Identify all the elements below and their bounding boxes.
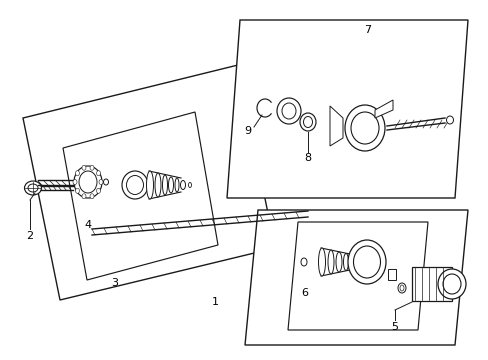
Text: 3: 3 — [111, 278, 118, 288]
Ellipse shape — [446, 116, 452, 124]
Polygon shape — [226, 20, 467, 198]
Ellipse shape — [155, 173, 161, 197]
Ellipse shape — [168, 177, 173, 193]
Ellipse shape — [75, 171, 80, 176]
Ellipse shape — [188, 183, 191, 188]
Text: 2: 2 — [26, 231, 34, 241]
Ellipse shape — [399, 285, 403, 291]
Bar — [411, 267, 451, 301]
Ellipse shape — [122, 171, 148, 199]
Ellipse shape — [175, 178, 179, 192]
Polygon shape — [329, 106, 342, 146]
Ellipse shape — [345, 105, 384, 151]
Ellipse shape — [303, 117, 312, 127]
Ellipse shape — [75, 188, 80, 193]
Polygon shape — [63, 112, 218, 280]
Polygon shape — [387, 269, 395, 280]
Ellipse shape — [82, 194, 86, 199]
Ellipse shape — [73, 180, 77, 184]
Text: 8: 8 — [304, 153, 311, 163]
Ellipse shape — [350, 112, 378, 144]
Text: 1: 1 — [211, 297, 218, 307]
Ellipse shape — [437, 269, 465, 299]
Text: 7: 7 — [364, 25, 371, 35]
Ellipse shape — [90, 165, 94, 170]
Polygon shape — [23, 65, 274, 300]
Text: 9: 9 — [244, 126, 251, 136]
Ellipse shape — [146, 171, 153, 199]
Ellipse shape — [103, 179, 108, 185]
Ellipse shape — [96, 171, 101, 176]
Ellipse shape — [353, 246, 380, 278]
Polygon shape — [374, 100, 392, 118]
Ellipse shape — [442, 274, 460, 294]
Ellipse shape — [96, 188, 101, 193]
Ellipse shape — [301, 258, 306, 266]
Ellipse shape — [162, 175, 167, 195]
Ellipse shape — [99, 180, 103, 184]
Ellipse shape — [276, 98, 301, 124]
Ellipse shape — [126, 175, 143, 194]
Text: 5: 5 — [391, 322, 398, 332]
Ellipse shape — [318, 248, 325, 276]
Ellipse shape — [299, 113, 315, 131]
Ellipse shape — [180, 180, 185, 189]
Ellipse shape — [79, 171, 97, 193]
Ellipse shape — [24, 181, 41, 195]
Polygon shape — [244, 210, 467, 345]
Text: 6: 6 — [301, 288, 308, 298]
Ellipse shape — [343, 253, 348, 270]
Ellipse shape — [28, 184, 38, 192]
Polygon shape — [287, 222, 427, 330]
Ellipse shape — [397, 283, 405, 293]
Ellipse shape — [335, 252, 341, 272]
Ellipse shape — [327, 250, 333, 274]
Ellipse shape — [82, 165, 86, 170]
Ellipse shape — [282, 103, 295, 119]
Ellipse shape — [74, 166, 102, 198]
Ellipse shape — [90, 194, 94, 199]
Ellipse shape — [347, 240, 385, 284]
Text: 4: 4 — [84, 220, 91, 230]
